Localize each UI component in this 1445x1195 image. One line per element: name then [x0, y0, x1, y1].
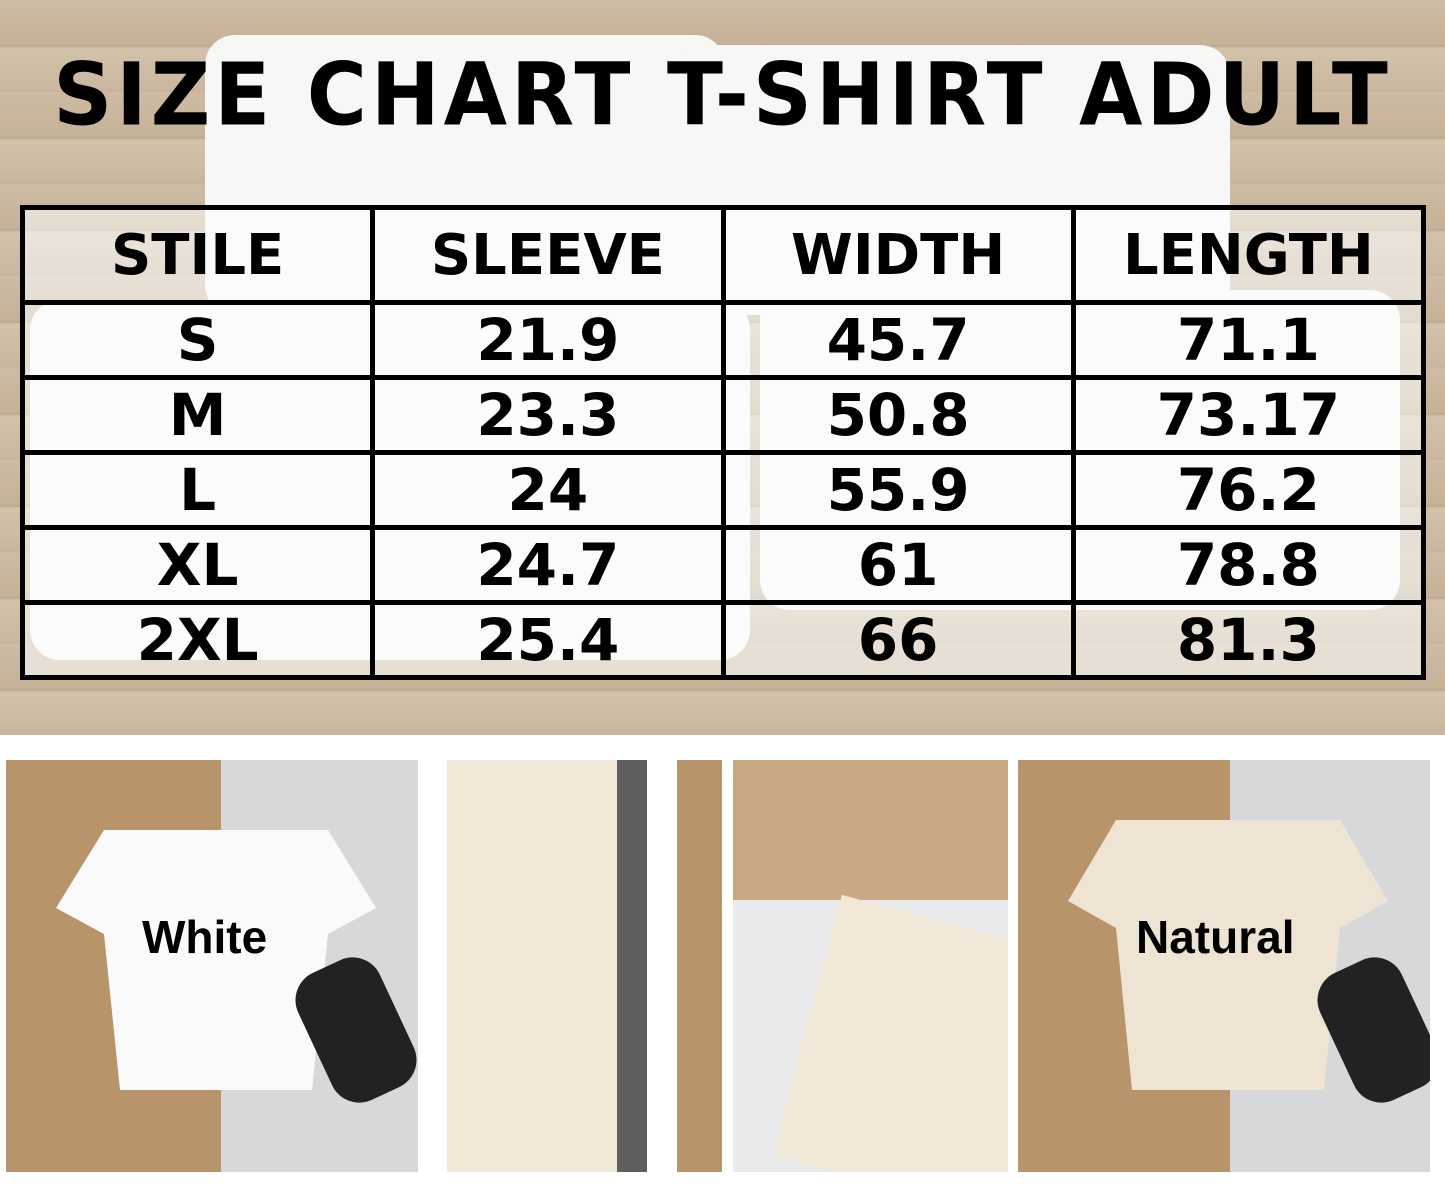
color-label-white: White: [142, 911, 268, 963]
header-cell: STILE: [19, 205, 376, 305]
table-row: M 23.3 50.8 73.17: [19, 375, 1427, 455]
table-cell: S: [19, 300, 376, 380]
table-cell: 45.7: [720, 300, 1076, 380]
header-cell: WIDTH: [720, 205, 1076, 305]
table-cell: 23.3: [370, 375, 726, 455]
shirt-shape: [771, 894, 1008, 1172]
sleeve-detail-photo: [733, 760, 1008, 1172]
white-shirt-photo: White: [6, 760, 418, 1172]
table-row: 2XL 25.4 66 81.3: [19, 600, 1427, 680]
header-cell: LENGTH: [1070, 205, 1427, 305]
table-cell: 71.1: [1070, 300, 1427, 380]
table-cell: XL: [19, 525, 376, 605]
table-cell: 66: [720, 600, 1076, 680]
table-cell: 81.3: [1070, 600, 1427, 680]
page-title: SIZE CHART T-SHIRT ADULT: [53, 45, 1392, 146]
table-cell: 55.9: [720, 450, 1076, 530]
color-label-natural: Natural: [1136, 911, 1295, 963]
table-cell: 76.2: [1070, 450, 1427, 530]
collar-detail-photo: [447, 760, 722, 1172]
table-row: S 21.9 45.7 71.1: [19, 300, 1427, 380]
size-chart-table: STILE SLEEVE WIDTH LENGTH S 21.9 45.7 71…: [19, 205, 1427, 680]
natural-shirt-photo: Natural: [1018, 760, 1430, 1172]
table-row: XL 24.7 61 78.8: [19, 525, 1427, 605]
table-cell: 2XL: [19, 600, 376, 680]
table-cell: 25.4: [370, 600, 726, 680]
table-cell: 61: [720, 525, 1076, 605]
table-cell: L: [19, 450, 376, 530]
header-cell: SLEEVE: [370, 205, 726, 305]
table-row: L 24 55.9 76.2: [19, 450, 1427, 530]
table-cell: 24: [370, 450, 726, 530]
table-cell: 73.17: [1070, 375, 1427, 455]
table-cell: 78.8: [1070, 525, 1427, 605]
table-cell: M: [19, 375, 376, 455]
table-header-row: STILE SLEEVE WIDTH LENGTH: [19, 205, 1427, 305]
table-cell: 50.8: [720, 375, 1076, 455]
table-cell: 21.9: [370, 300, 726, 380]
table-cell: 24.7: [370, 525, 726, 605]
